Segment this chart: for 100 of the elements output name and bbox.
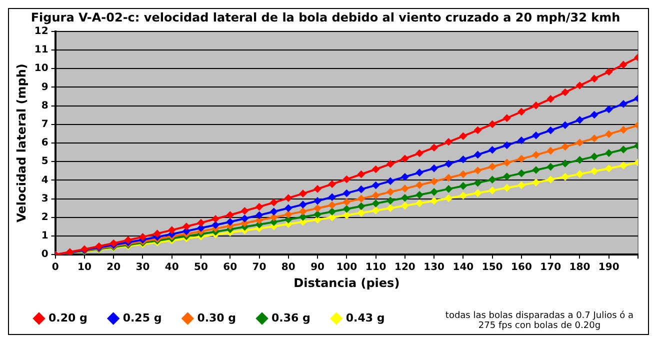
y-axis-title: Velocidad lateral (mph): [14, 64, 28, 222]
y-tick-label: 5: [41, 156, 48, 168]
point: [503, 172, 511, 180]
point: [561, 88, 569, 96]
point: [474, 126, 482, 134]
point: [590, 134, 598, 142]
point: [416, 168, 424, 176]
point: [358, 202, 365, 210]
point: [532, 151, 540, 159]
y-tick-label: 4: [41, 174, 48, 186]
point: [546, 176, 554, 184]
point: [503, 159, 511, 166]
x-axis-title: Distancia (pies): [294, 276, 400, 290]
point: [474, 179, 482, 187]
point: [605, 106, 613, 114]
chart-title: Figura V-A-02-c: velocidad lateral de la bola debido al viento cruzado a 20 mph/32 kmh: [30, 10, 620, 24]
point: [620, 60, 628, 68]
point: [459, 132, 467, 140]
point: [299, 190, 307, 198]
point: [518, 182, 526, 189]
point: [416, 181, 424, 189]
point: [386, 160, 394, 168]
point: [518, 136, 526, 144]
y-tick-label: 0: [41, 249, 48, 260]
point: [416, 191, 424, 199]
point: [605, 68, 613, 76]
point: [154, 230, 161, 238]
point: [605, 149, 613, 157]
point: [328, 201, 336, 209]
point: [488, 146, 496, 154]
x-tick-label: 10: [77, 262, 92, 274]
text: todas las bolas disparadas a 0.7 Julios ó a 275 fps con bolas de 0.20g: [444, 311, 635, 331]
point: [590, 111, 598, 118]
y-tick-label: 10: [34, 63, 48, 74]
x-tick-label: 20: [106, 262, 121, 274]
point: [561, 160, 569, 168]
point: [342, 205, 350, 213]
point: [488, 120, 496, 128]
x-tick-label: 170: [540, 262, 562, 274]
point: [416, 150, 424, 157]
point: [270, 208, 278, 216]
point: [358, 194, 365, 202]
point: [532, 132, 540, 140]
point: [372, 192, 380, 200]
point: [561, 143, 569, 150]
point: [430, 178, 438, 186]
point: [459, 192, 467, 200]
x-tick-label: 180: [569, 262, 590, 274]
x-tick-label: 90: [310, 262, 325, 274]
x-tick-label: 40: [164, 262, 179, 274]
point: [139, 233, 146, 241]
point: [605, 164, 613, 172]
point: [240, 207, 248, 215]
point: [270, 198, 278, 206]
point: [401, 173, 409, 181]
point: [444, 174, 452, 182]
point: [314, 210, 322, 218]
x-tick-label: 150: [482, 262, 503, 274]
point: [314, 185, 322, 193]
point: [328, 193, 336, 201]
y-tick-label: 11: [34, 44, 48, 56]
x-tick-label: 60: [223, 262, 238, 274]
point: [459, 170, 467, 178]
point: [430, 144, 438, 152]
point: [386, 196, 394, 204]
y-tick-label: 6: [41, 138, 48, 149]
point: [256, 203, 263, 210]
point: [459, 156, 467, 164]
point: [518, 170, 526, 178]
point: [358, 209, 365, 217]
point: [270, 214, 278, 222]
point: [474, 189, 482, 197]
point: [503, 184, 511, 192]
y-tick-label: 3: [41, 193, 48, 204]
point: [620, 162, 628, 170]
legend-label: 0.36 g: [272, 311, 310, 324]
x-tick-label: 110: [365, 262, 386, 274]
point: [561, 121, 569, 129]
y-tick-label: 7: [41, 118, 48, 130]
point: [284, 194, 292, 202]
point: [532, 102, 540, 110]
point: [299, 208, 307, 216]
point: [401, 194, 409, 202]
y-tick-label: 8: [41, 100, 48, 112]
point: [212, 221, 220, 229]
point: [532, 178, 540, 186]
point: [590, 74, 598, 82]
point: [444, 185, 452, 193]
point: [342, 198, 350, 206]
point: [372, 200, 380, 208]
point: [605, 130, 613, 138]
point: [212, 215, 220, 223]
point: [256, 211, 263, 219]
point: [284, 210, 292, 218]
x-tick-label: 70: [252, 262, 266, 274]
point: [546, 95, 554, 103]
point: [518, 155, 526, 163]
point: [474, 166, 482, 174]
point: [299, 200, 307, 208]
point: [226, 218, 234, 226]
